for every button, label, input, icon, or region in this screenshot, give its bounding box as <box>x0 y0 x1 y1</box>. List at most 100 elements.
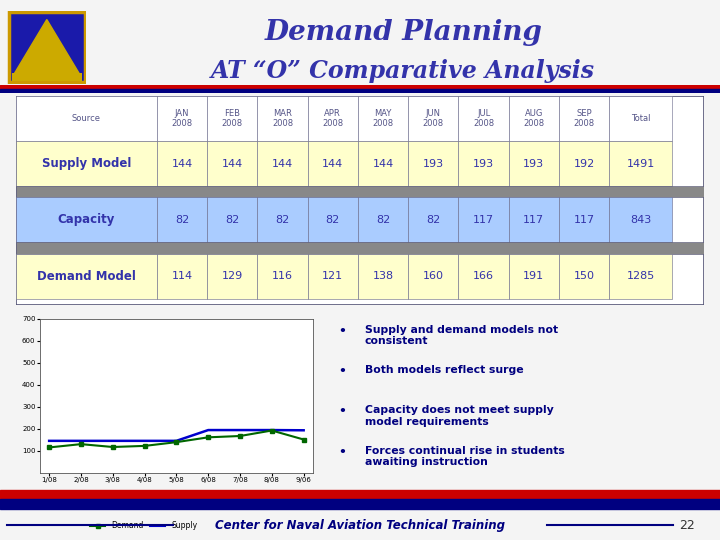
Text: Supply and demand models not
consistent: Supply and demand models not consistent <box>365 325 558 346</box>
Bar <box>307 198 358 242</box>
Bar <box>307 96 358 141</box>
Text: 166: 166 <box>473 272 494 281</box>
Text: 144: 144 <box>222 159 243 168</box>
Text: 82: 82 <box>325 215 340 225</box>
Text: 191: 191 <box>523 272 544 281</box>
Bar <box>16 242 704 254</box>
Bar <box>307 141 358 186</box>
Bar <box>559 141 609 186</box>
Text: 114: 114 <box>171 272 193 281</box>
Text: Capacity does not meet supply
model requirements: Capacity does not meet supply model requ… <box>365 406 554 427</box>
Bar <box>207 141 258 186</box>
Text: 150: 150 <box>574 272 595 281</box>
Text: 117: 117 <box>473 215 494 225</box>
Text: 82: 82 <box>426 215 441 225</box>
Text: 82: 82 <box>175 215 189 225</box>
Text: 843: 843 <box>630 215 651 225</box>
Bar <box>408 254 459 299</box>
Text: 144: 144 <box>372 159 394 168</box>
Text: 117: 117 <box>574 215 595 225</box>
Text: Capacity: Capacity <box>58 213 115 226</box>
Text: MAR
2008: MAR 2008 <box>272 109 293 129</box>
Text: 82: 82 <box>225 215 240 225</box>
Text: 193: 193 <box>523 159 544 168</box>
Text: AUG
2008: AUG 2008 <box>523 109 544 129</box>
Bar <box>609 198 672 242</box>
Text: Center for Naval Aviation Technical Training: Center for Naval Aviation Technical Trai… <box>215 519 505 532</box>
Bar <box>16 186 704 198</box>
Text: 193: 193 <box>473 159 494 168</box>
Bar <box>609 96 672 141</box>
Bar <box>258 198 307 242</box>
Text: 144: 144 <box>272 159 293 168</box>
Text: Supply Model: Supply Model <box>42 157 131 170</box>
Bar <box>12 73 81 81</box>
Text: JUN
2008: JUN 2008 <box>423 109 444 129</box>
Bar <box>609 254 672 299</box>
Bar <box>16 96 157 141</box>
Bar <box>16 141 157 186</box>
Text: •: • <box>338 406 346 419</box>
Text: AT “O” Comparative Analysis: AT “O” Comparative Analysis <box>211 58 595 83</box>
Text: 138: 138 <box>372 272 394 281</box>
Text: 160: 160 <box>423 272 444 281</box>
Bar <box>157 96 207 141</box>
Text: 144: 144 <box>171 159 193 168</box>
Bar <box>408 141 459 186</box>
Legend: Demand, Supply: Demand, Supply <box>87 518 200 534</box>
Text: 192: 192 <box>573 159 595 168</box>
Text: FEB
2008: FEB 2008 <box>222 109 243 129</box>
Text: 129: 129 <box>222 272 243 281</box>
Bar <box>559 198 609 242</box>
Text: 1285: 1285 <box>626 272 654 281</box>
Bar <box>157 141 207 186</box>
Text: •: • <box>338 365 346 378</box>
Text: MAY
2008: MAY 2008 <box>372 109 394 129</box>
Bar <box>307 254 358 299</box>
Text: 117: 117 <box>523 215 544 225</box>
Bar <box>0 85 720 89</box>
Bar <box>207 96 258 141</box>
Text: APR
2008: APR 2008 <box>323 109 343 129</box>
Bar <box>0 490 720 499</box>
Polygon shape <box>14 19 80 75</box>
Text: 22: 22 <box>679 519 695 532</box>
Text: Total: Total <box>631 114 650 123</box>
Bar <box>559 254 609 299</box>
Bar <box>0 89 720 93</box>
Text: 121: 121 <box>323 272 343 281</box>
Bar <box>16 254 157 299</box>
Bar <box>408 198 459 242</box>
Text: JAN
2008: JAN 2008 <box>171 109 193 129</box>
Text: •: • <box>338 446 346 459</box>
Text: 193: 193 <box>423 159 444 168</box>
Bar <box>207 198 258 242</box>
Bar <box>508 254 559 299</box>
Text: 116: 116 <box>272 272 293 281</box>
Text: 144: 144 <box>322 159 343 168</box>
Bar <box>0 499 720 509</box>
Bar <box>358 141 408 186</box>
Bar <box>358 254 408 299</box>
Text: SEP
2008: SEP 2008 <box>574 109 595 129</box>
Bar <box>559 96 609 141</box>
Text: Forces continual rise in students
awaiting instruction: Forces continual rise in students awaiti… <box>365 446 564 468</box>
Bar <box>258 254 307 299</box>
Bar <box>16 198 157 242</box>
Bar <box>408 96 459 141</box>
Bar <box>358 96 408 141</box>
Bar <box>258 141 307 186</box>
Bar <box>207 254 258 299</box>
Bar <box>358 198 408 242</box>
Text: Both models reflect surge: Both models reflect surge <box>365 365 523 375</box>
Bar <box>609 141 672 186</box>
Text: 1491: 1491 <box>626 159 654 168</box>
Bar <box>459 141 508 186</box>
Text: 82: 82 <box>376 215 390 225</box>
Text: •: • <box>338 325 346 338</box>
FancyBboxPatch shape <box>9 12 85 82</box>
Bar <box>157 254 207 299</box>
Bar <box>508 141 559 186</box>
Bar <box>508 198 559 242</box>
Bar <box>258 96 307 141</box>
